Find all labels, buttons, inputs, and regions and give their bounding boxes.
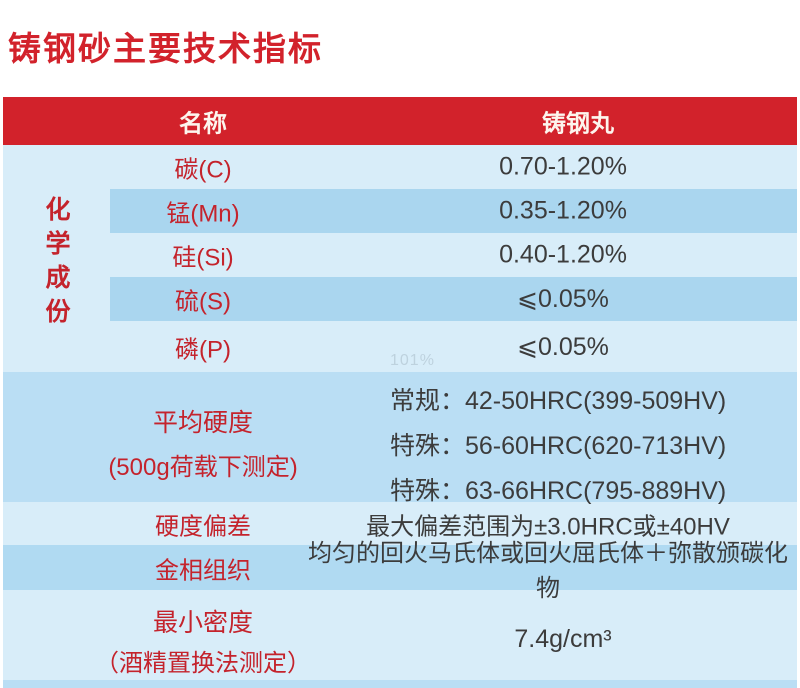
table-row-phosphorus: 磷(P) ⩽0.05%: [3, 321, 797, 372]
page-title: 铸钢砂主要技术指标: [8, 30, 323, 67]
row-value: 0.40-1.20%: [499, 240, 627, 269]
table-row-manganese: 锰(Mn) 0.35-1.20%: [3, 189, 797, 233]
table-row-average-hardness: 平均硬度 (500g荷载下测定) 常规：42-50HRC(399-509HV) …: [3, 372, 797, 505]
table-row-minimum-density: 最小密度 （酒精置换法测定） 7.4g/cm³: [3, 590, 797, 680]
table-row-silicon: 硅(Si) 0.40-1.20%: [3, 233, 797, 277]
category-label-chemical-composition: 化 学 成 份: [33, 193, 83, 329]
table-row-metallographic-structure: 金相组织 均匀的回火马氏体或回火屈氏体＋弥散颁碳化物: [3, 540, 797, 602]
category-char: 化: [45, 196, 71, 224]
bottom-strip: [3, 680, 797, 688]
row-label-line2: (500g荷载下测定): [108, 454, 298, 481]
table-row-carbon: 碳(C) 0.70-1.20%: [3, 145, 797, 189]
row-value: ⩽0.05%: [517, 332, 609, 361]
row-label: 锰(Mn): [166, 200, 240, 228]
row-label: 硅(Si): [172, 244, 234, 272]
category-char: 份: [45, 298, 71, 326]
header-name-column: 名称: [179, 110, 227, 138]
row-value: 0.70-1.20%: [499, 152, 627, 181]
row-label: 碳(C): [174, 156, 232, 184]
row-label: 硬度偏差: [155, 513, 251, 540]
row-value: 均匀的回火马氏体或回火屈氏体＋弥散颁碳化物: [308, 539, 788, 602]
table-row-hardness-deviation: 硬度偏差 最大偏差范围为±3.0HRC或±40HV: [3, 502, 797, 545]
row-label-line2: （酒精置换法测定）: [95, 650, 311, 677]
row-value: 0.35-1.20%: [499, 196, 627, 225]
row-value: 最大偏差范围为±3.0HRC或±40HV: [366, 513, 730, 540]
header-value-column: 铸钢丸: [542, 110, 614, 138]
row-label: 磷(P): [175, 336, 231, 363]
row-value: ⩽0.05%: [517, 285, 609, 313]
hardness-value-regular: 常规：42-50HRC(399-509HV): [390, 387, 727, 415]
zoom-level-watermark: 101%: [390, 352, 435, 369]
table-header-row: 名称 铸钢丸: [3, 97, 797, 145]
category-char: 成: [45, 264, 71, 292]
hardness-value-special-2: 特殊：63-66HRC(795-889HV): [390, 477, 727, 505]
hardness-value-special-1: 特殊：56-60HRC(620-713HV): [390, 432, 727, 460]
row-label: 硫(S): [175, 288, 231, 316]
row-label: 金相组织: [155, 557, 251, 584]
table-row-sulfur: 硫(S) ⩽0.05%: [3, 277, 797, 321]
category-char: 学: [45, 230, 71, 258]
row-label-line1: 最小密度: [152, 609, 253, 637]
row-shading: [110, 277, 797, 321]
row-shading: [110, 189, 797, 233]
row-label-line1: 平均硬度: [152, 409, 253, 437]
spec-table: 名称 铸钢丸 碳(C) 0.70-1.20% 锰(Mn) 0.35-1.20% …: [3, 97, 797, 688]
row-value: 7.4g/cm³: [514, 625, 612, 653]
